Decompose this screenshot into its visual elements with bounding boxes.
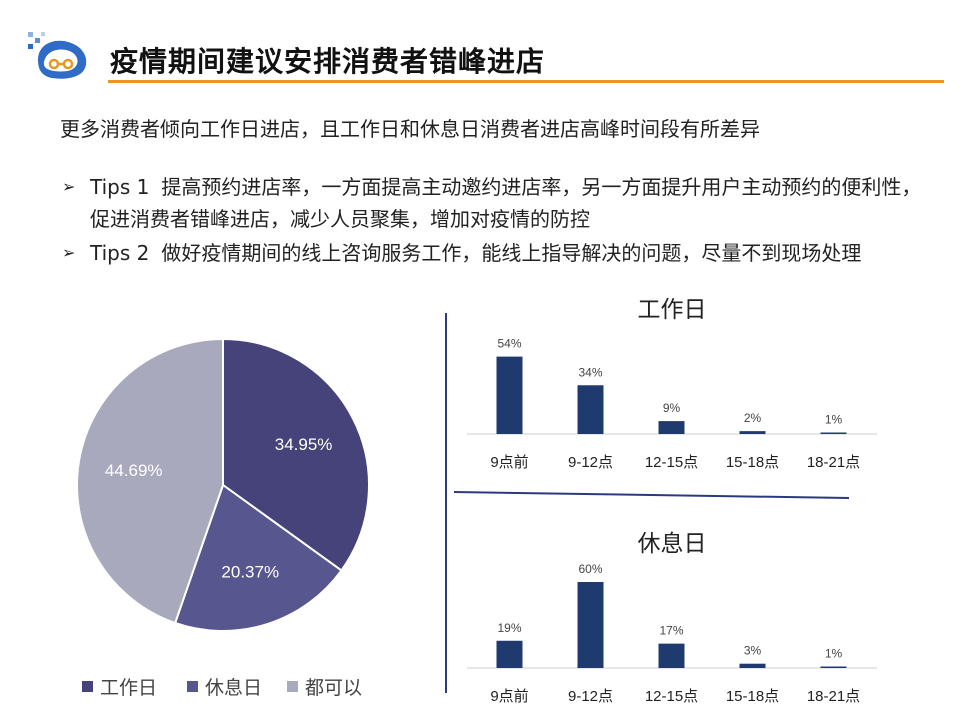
- chart-title: 工作日: [638, 296, 707, 322]
- bar-data-label: 17%: [659, 624, 683, 638]
- x-tick-label: 9-12点: [568, 688, 613, 705]
- bar: [739, 431, 766, 434]
- horizontal-divider: [454, 491, 850, 499]
- logo-icon: [28, 32, 87, 79]
- bar-data-label: 19%: [497, 621, 521, 635]
- bar-data-label: 1%: [825, 647, 843, 661]
- pie-slice: [173, 483, 343, 632]
- bar: [658, 421, 685, 434]
- x-tick-label: 9-12点: [568, 454, 613, 471]
- x-tick-label: 18-21点: [807, 688, 860, 705]
- bar-data-label: 34%: [578, 365, 602, 379]
- legend-swatch: [187, 681, 198, 692]
- page-title: 疫情期间建议安排消费者错峰进店: [110, 45, 546, 78]
- x-tick-label: 12-15点: [645, 688, 698, 705]
- legend-swatch: [287, 681, 298, 692]
- x-tick-label: 15-18点: [726, 688, 779, 705]
- tip-item: ➢ Tips 1 提高预约进店率，一方面提高主动邀约进店率，另一方面提升用户主动预…: [60, 171, 930, 235]
- tip-text: 做好疫情期间的线上咨询服务工作，能线上指导解决的问题，尽量不到现场处理: [161, 241, 862, 265]
- bar: [820, 432, 847, 434]
- x-tick-label: 18-21点: [807, 454, 860, 471]
- arrow-bullet-icon: ➢: [62, 177, 76, 196]
- bar: [496, 356, 523, 434]
- tip-text: 提高预约进店率，一方面提高主动邀约进店率，另一方面提升用户主动预约的便利性，促进…: [90, 175, 922, 231]
- tip-item: ➢ Tips 2 做好疫情期间的线上咨询服务工作，能线上指导解决的问题，尽量不到现…: [60, 237, 930, 269]
- x-tick-label: 15-18点: [726, 454, 779, 471]
- title-divider: [108, 80, 944, 83]
- pie-slice: [76, 337, 224, 625]
- bar-data-label: 3%: [744, 644, 762, 658]
- bar: [496, 640, 523, 668]
- pie-data-label: 20.37%: [221, 562, 279, 581]
- bar: [577, 385, 604, 434]
- bar: [658, 643, 685, 668]
- arrow-bullet-icon: ➢: [62, 243, 76, 262]
- pie-data-label: 44.69%: [105, 461, 163, 480]
- bar-data-label: 9%: [663, 401, 681, 415]
- bar-data-label: 60%: [578, 562, 602, 576]
- pie-chart: 34.95% 20.37% 44.69% 工作日 休息日 都可以: [76, 337, 370, 699]
- x-tick-label: 12-15点: [645, 454, 698, 471]
- bar-chart-weekend: 休息日 19% 9点前 60% 9-12点 17% 12-15点 3% 15-18点 1% 18-2…: [467, 530, 877, 705]
- chart-title: 休息日: [638, 530, 707, 556]
- legend-label: 工作日: [100, 677, 157, 699]
- bar-data-label: 54%: [497, 337, 521, 351]
- bar: [739, 663, 766, 668]
- tip-tag: Tips 1: [90, 175, 150, 199]
- tip-tag: Tips 2: [90, 241, 150, 265]
- page-subtitle: 更多消费者倾向工作日进店，且工作日和休息日消费者进店高峰时间段有所差异: [60, 117, 760, 141]
- bar-chart-weekday: 工作日 54% 9点前 34% 9-12点 9% 12-15点 2% 15-18点 1% 18-21…: [467, 296, 877, 471]
- legend-label: 休息日: [205, 677, 262, 699]
- pie-data-label: 34.95%: [275, 435, 333, 454]
- legend-label: 都可以: [305, 677, 362, 699]
- tips-list: ➢ Tips 1 提高预约进店率，一方面提高主动邀约进店率，另一方面提升用户主动预…: [60, 171, 930, 271]
- pie-slice: [222, 337, 370, 572]
- legend-swatch: [82, 681, 93, 692]
- header: 疫情期间建议安排消费者错峰进店: [0, 0, 960, 90]
- bar-data-label: 1%: [825, 413, 843, 427]
- x-tick-label: 9点前: [490, 454, 528, 471]
- bar: [820, 666, 847, 668]
- vertical-divider: [445, 313, 447, 693]
- bar-data-label: 2%: [744, 411, 762, 425]
- bar: [577, 582, 604, 668]
- x-tick-label: 9点前: [490, 688, 528, 705]
